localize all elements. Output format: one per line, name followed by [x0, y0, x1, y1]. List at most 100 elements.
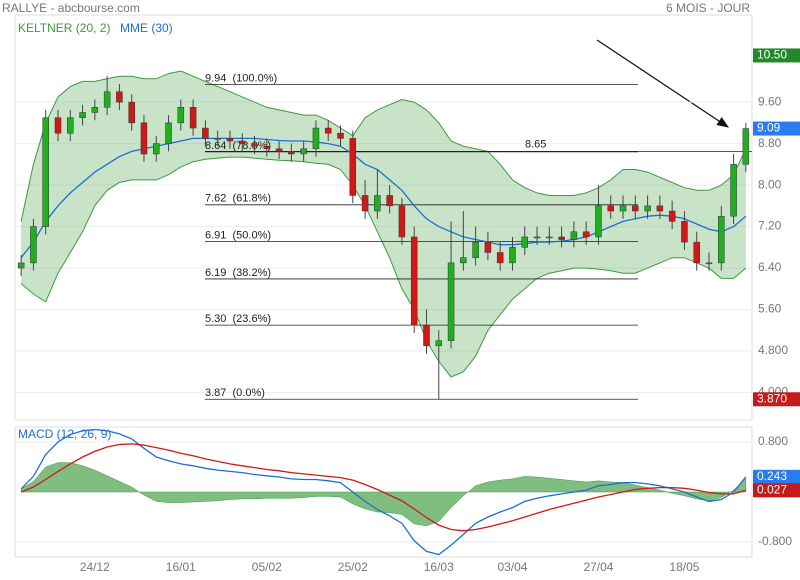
- candle-body: [484, 241, 492, 253]
- value-badge: [753, 483, 800, 498]
- value-badge-label: 10.50: [757, 48, 787, 62]
- candle-body: [324, 127, 332, 134]
- x-tick-label: 05/02: [252, 560, 282, 574]
- value-badge: [753, 48, 800, 63]
- candle-body: [54, 117, 62, 134]
- x-tick-label: 25/02: [338, 560, 368, 574]
- candle-body: [607, 205, 614, 212]
- candle-body: [128, 101, 135, 124]
- x-tick-label: 27/04: [583, 560, 613, 574]
- candle-body: [312, 127, 320, 150]
- y-tick-label: 4.800: [758, 343, 788, 357]
- candle-body: [558, 236, 565, 240]
- candle-body: [288, 151, 295, 155]
- candle-body: [705, 262, 713, 265]
- candle-body: [116, 91, 123, 103]
- fib-label: 9.94 (100.0%): [205, 72, 277, 84]
- y-tick-label: 7.20: [758, 219, 782, 233]
- candle-body: [632, 205, 639, 212]
- candle-body: [202, 127, 209, 139]
- candle-body: [103, 91, 111, 108]
- candle-body: [644, 205, 651, 212]
- candle-body: [509, 247, 516, 264]
- y-tick-label: 8.00: [758, 177, 782, 191]
- x-tick-label: 18/05: [669, 560, 699, 574]
- candle-body: [374, 195, 381, 212]
- macd-histogram: [20, 462, 747, 527]
- candle-body: [681, 221, 688, 243]
- fib-label: 8.64 (78.6%): [205, 140, 271, 152]
- fib-label: 5.30 (23.6%): [205, 313, 271, 325]
- fib-label: 6.19 (38.2%): [205, 267, 271, 279]
- y-tick-label: 5.60: [758, 302, 782, 316]
- fib-label: 6.91 (50.0%): [205, 230, 271, 242]
- x-tick-label: 16/01: [166, 560, 196, 574]
- candle-body: [546, 236, 553, 239]
- candle-body: [177, 107, 185, 124]
- candle-body: [582, 231, 590, 238]
- macd-line: [20, 428, 747, 556]
- candle-body: [214, 138, 221, 140]
- keltner-lower: [20, 156, 747, 378]
- y-tick-label: 9.60: [758, 94, 782, 108]
- candle-body: [251, 143, 258, 147]
- y-tick-label: 8.80: [758, 136, 782, 150]
- fib-label: 3.87 (0.0%): [205, 387, 265, 399]
- x-tick-label: 24/12: [80, 560, 110, 574]
- x-tick-label: 03/04: [497, 560, 527, 574]
- macd-line: [20, 443, 747, 532]
- candle-body: [435, 340, 443, 347]
- candle-body: [238, 140, 246, 144]
- candle-body: [460, 257, 467, 264]
- candle-body: [263, 145, 271, 150]
- candle-body: [337, 132, 344, 139]
- value-badge-label: 0.027: [757, 482, 787, 496]
- arrow: [596, 39, 729, 128]
- candle-body: [140, 122, 148, 155]
- candle-body: [693, 241, 700, 264]
- candle-body: [447, 262, 455, 341]
- fib-label: 7.62 (61.8%): [205, 193, 271, 205]
- candle-body: [619, 205, 627, 212]
- candle-body: [165, 122, 172, 144]
- candle-body: [742, 128, 750, 165]
- candle-body: [533, 236, 541, 239]
- y-tick-label: 6.40: [758, 260, 782, 274]
- keltner-upper: [20, 70, 747, 222]
- candle-body: [521, 236, 529, 248]
- candle-body: [472, 241, 479, 258]
- x-tick-label: 16/03: [424, 560, 454, 574]
- candle-body: [17, 262, 25, 269]
- price-level-label: 8.65: [525, 138, 546, 150]
- value-badge: [753, 121, 800, 136]
- candle-body: [656, 205, 664, 212]
- candle-body: [386, 195, 393, 207]
- candle-body: [153, 143, 160, 155]
- candle-body: [300, 148, 307, 155]
- candle-body: [189, 107, 197, 129]
- candle-body: [496, 252, 504, 264]
- value-badge: [753, 469, 800, 484]
- candle-body: [91, 107, 99, 113]
- value-badge-label: 0.243: [757, 469, 787, 483]
- candle-body: [423, 324, 430, 347]
- candle-body: [730, 164, 737, 217]
- candle-body: [67, 117, 74, 134]
- candle-body: [668, 210, 676, 222]
- candle-body: [275, 148, 283, 152]
- chart-subtitle: 6 MOIS - JOUR: [666, 1, 750, 15]
- main-panel: [14, 14, 753, 421]
- candle-body: [42, 117, 49, 227]
- candle-body: [30, 226, 37, 264]
- value-badge-label: 3.870: [757, 391, 787, 405]
- legend-mme: MME (30): [120, 21, 173, 35]
- candle-body: [595, 205, 602, 238]
- candle-body: [410, 236, 418, 326]
- candle-body: [398, 205, 406, 238]
- candle-body: [570, 231, 578, 240]
- value-badge: [753, 392, 800, 407]
- value-badge-label: 9.09: [757, 121, 781, 135]
- y-tick-label: 0.800: [758, 434, 788, 448]
- candle-body: [349, 138, 357, 196]
